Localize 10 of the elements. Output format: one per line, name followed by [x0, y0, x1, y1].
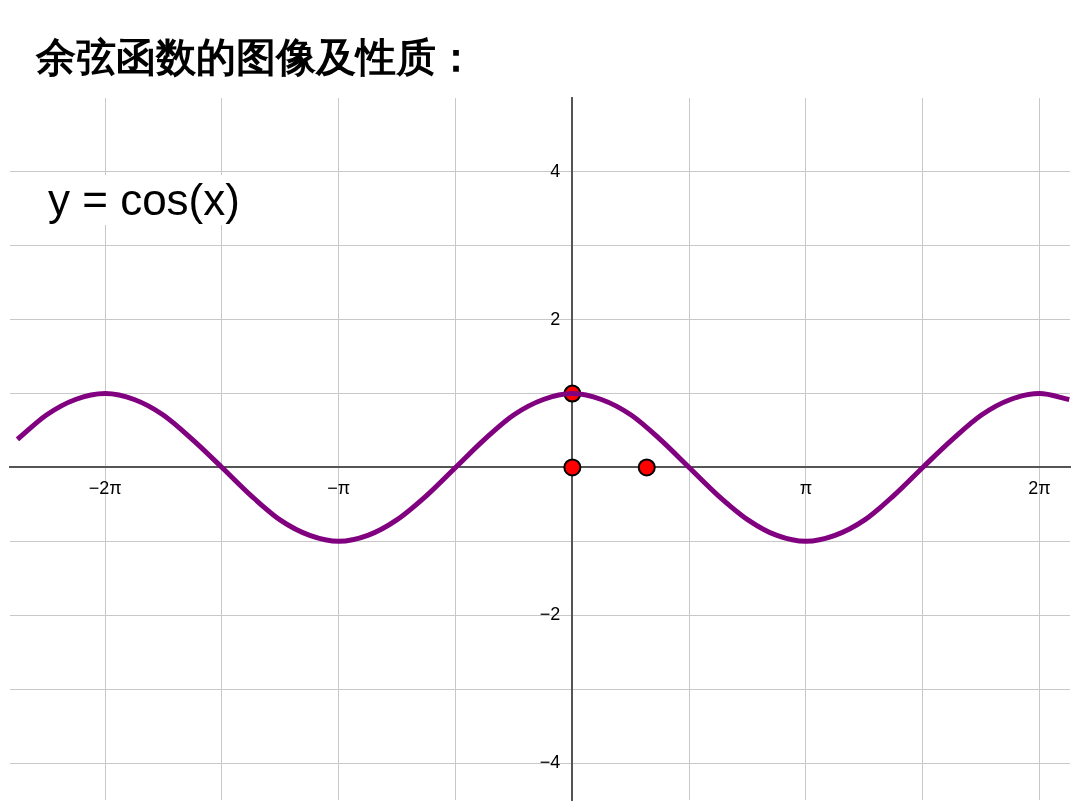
y-tick-label: −4 [539, 752, 561, 773]
x-tick-label: π [799, 478, 813, 499]
chart-title: 余弦函数的图像及性质： [36, 33, 476, 82]
x-tick-label: 2π [1028, 478, 1051, 499]
y-tick-label: 4 [550, 160, 561, 181]
y-tick-label: −2 [539, 604, 561, 625]
annotation: y = cos(x) [48, 175, 240, 225]
y-tick-label: 2 [550, 308, 561, 329]
x-tick-label: −π [327, 478, 351, 499]
x-tick-label: −2π [88, 478, 122, 499]
